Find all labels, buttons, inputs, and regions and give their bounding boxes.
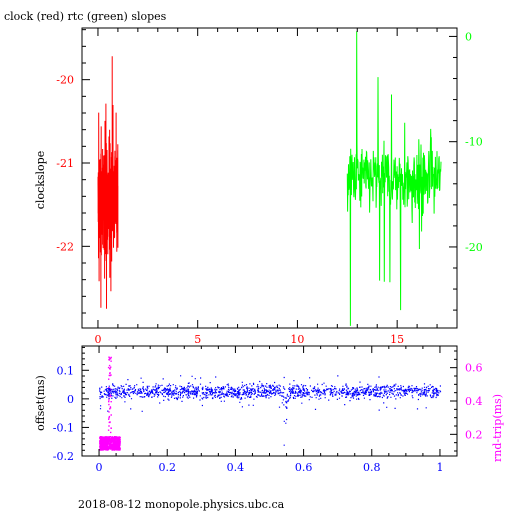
rtc-series [346,31,442,326]
bottom-panel: offset(ms) rnd-trip(ms) 0 0.2 0.4 0.6 0.8 1 0.… [34,345,504,474]
top-y-axis-label: clockslope [34,151,47,209]
bottom-x-tick-label: 0.4 [227,461,245,474]
clock-series [97,56,119,309]
bottom-right-tick-label: 0.6 [465,362,483,375]
bottom-left-tick-label: -0.2 [53,450,74,463]
bottom-x-tick-label: 0.6 [295,461,313,474]
top-x-tick-label: 10 [290,333,304,346]
top-left-tick-label: -22 [56,240,74,253]
bottom-left-tick-label: 0.1 [57,364,75,377]
bottom-x-tick-label: 0.8 [363,461,381,474]
top-right-tick-label: -10 [465,136,483,149]
top-left-tick-label: -20 [56,74,74,87]
bottom-axis-ticks: 0 0.2 0.4 0.6 0.8 1 0.1 0 -0.1 -0.2 0.6 0.4 0.2 [53,346,483,474]
roundtrip-points [99,356,121,451]
top-chart-title: clock (red) rtc (green) slopes [4,10,167,23]
top-left-tick-label: -21 [56,157,74,170]
clock-series-line [97,56,119,309]
bottom-x-tick-label: 0.2 [158,461,176,474]
top-x-tick-label: 15 [390,333,404,346]
top-right-tick-label: -20 [465,241,483,254]
bottom-plot-frame [81,345,458,457]
bottom-right-tick-label: 0.4 [465,395,483,408]
top-panel: clock (red) rtc (green) slopes clockslop… [4,10,483,346]
roundtrip-series [99,356,121,451]
footer-text: 2018-08-12 monopole.physics.ubc.ca [78,498,285,511]
rtc-series-line [346,31,442,326]
top-right-tick-label: 0 [465,30,472,43]
bottom-left-tick-label: 0 [67,393,74,406]
bottom-left-tick-label: -0.1 [53,421,74,434]
bottom-x-tick-label: 1 [436,461,443,474]
top-plot-frame [81,27,458,329]
offset-points [99,375,442,446]
bottom-right-y-axis-label: rnd-trip(ms) [491,394,504,462]
bottom-y-axis-label: offset(ms) [34,375,47,431]
top-axis-ticks: 0 5 10 15 -20 -21 -22 0 -10 -20 [56,28,483,346]
offset-series [99,375,442,446]
top-x-tick-label: 5 [194,333,201,346]
bottom-x-tick-label: 0 [96,461,103,474]
bottom-right-tick-label: 0.2 [465,428,483,441]
top-x-tick-label: 0 [94,333,101,346]
